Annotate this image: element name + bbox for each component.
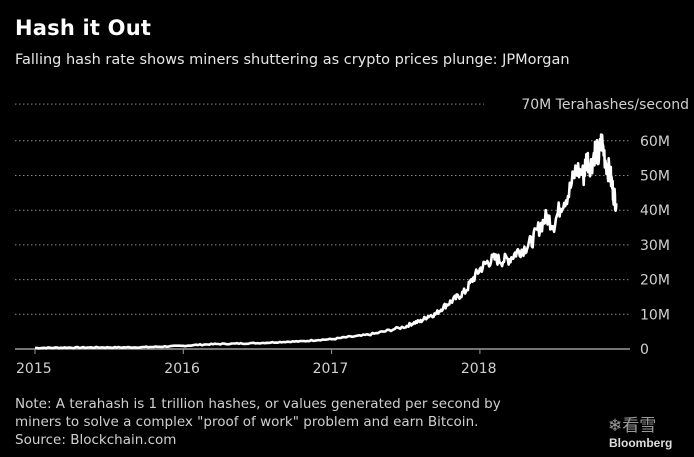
series-line (34, 133, 618, 350)
chart-note: Note: A terahash is 1 trillion hashes, o… (15, 395, 501, 449)
x-tick-label: 2018 (461, 361, 497, 377)
y-tick-label: 60M (640, 134, 670, 150)
bloomberg-logo: Bloomberg (609, 436, 673, 450)
note-line: Note: A terahash is 1 trillion hashes, o… (15, 396, 501, 412)
chart-subtitle: Falling hash rate shows miners shutterin… (15, 52, 570, 68)
chart-title: Hash it Out (15, 16, 152, 40)
y-tick-label: 20M (640, 273, 670, 289)
y-tick-label: 50M (640, 169, 670, 185)
y-tick-label: 0 (640, 342, 649, 358)
note-line: miners to solve a complex "proof of work… (15, 414, 479, 430)
source-line: Source: Blockchain.com (15, 432, 177, 448)
x-tick-label: 2017 (313, 361, 349, 377)
snowflake-icon: ❄看雪 (608, 416, 657, 436)
y-axis-unit-label: 70M Terahashes/second (521, 97, 689, 113)
y-tick-label: 30M (640, 238, 670, 254)
y-tick-label: 10M (640, 307, 670, 323)
watermark-text: 看雪 (622, 416, 657, 436)
x-tick-label: 2016 (164, 361, 200, 377)
y-tick-label: 40M (640, 203, 670, 219)
x-tick-label: 2015 (16, 361, 52, 377)
